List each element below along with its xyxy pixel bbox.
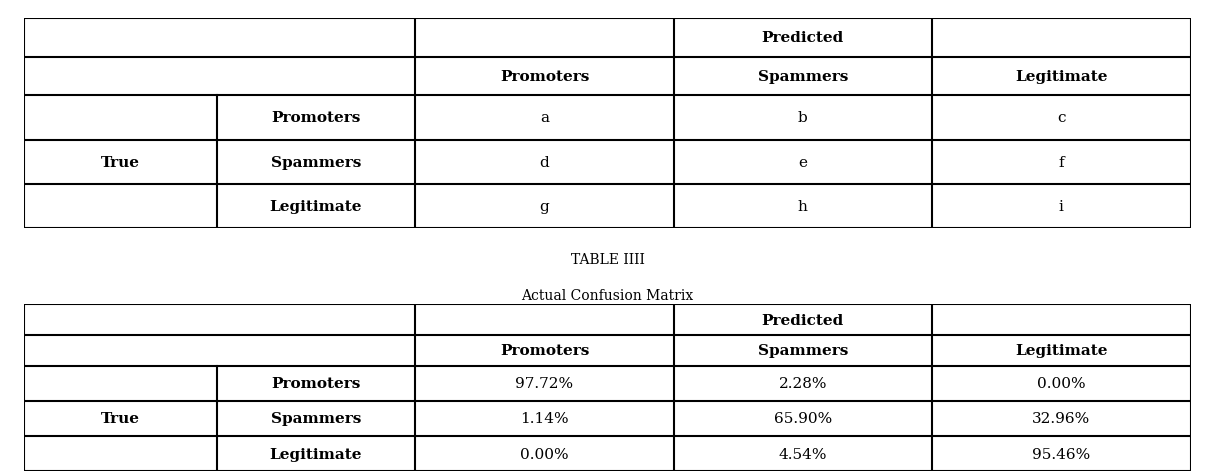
Text: 95.46%: 95.46% bbox=[1032, 446, 1090, 461]
Text: f: f bbox=[1058, 155, 1064, 169]
Text: d: d bbox=[539, 155, 549, 169]
Text: Predicted: Predicted bbox=[762, 313, 844, 327]
Text: a: a bbox=[539, 111, 549, 125]
Text: Promoters: Promoters bbox=[499, 344, 589, 357]
Text: 65.90%: 65.90% bbox=[774, 412, 832, 426]
Text: 32.96%: 32.96% bbox=[1032, 412, 1090, 426]
Text: Legitimate: Legitimate bbox=[1015, 344, 1108, 357]
Text: 97.72%: 97.72% bbox=[515, 377, 573, 390]
Text: True: True bbox=[101, 155, 140, 169]
Text: Actual Confusion Matrix: Actual Confusion Matrix bbox=[521, 288, 694, 302]
Text: e: e bbox=[798, 155, 808, 169]
Text: b: b bbox=[798, 111, 808, 125]
Text: c: c bbox=[1057, 111, 1066, 125]
Text: Legitimate: Legitimate bbox=[1015, 70, 1108, 84]
Text: TABLE IIII: TABLE IIII bbox=[571, 252, 644, 266]
Text: Legitimate: Legitimate bbox=[270, 199, 362, 213]
Text: Predicted: Predicted bbox=[762, 31, 844, 45]
Text: 0.00%: 0.00% bbox=[1036, 377, 1085, 390]
Text: Promoters: Promoters bbox=[271, 111, 361, 125]
Text: 4.54%: 4.54% bbox=[779, 446, 827, 461]
Text: Spammers: Spammers bbox=[271, 412, 361, 426]
Text: Legitimate: Legitimate bbox=[270, 446, 362, 461]
Text: i: i bbox=[1058, 199, 1063, 213]
Text: 1.14%: 1.14% bbox=[520, 412, 569, 426]
Text: True: True bbox=[101, 412, 140, 426]
Text: 2.28%: 2.28% bbox=[779, 377, 827, 390]
Text: Spammers: Spammers bbox=[758, 344, 848, 357]
Text: h: h bbox=[798, 199, 808, 213]
Text: Spammers: Spammers bbox=[271, 155, 361, 169]
Text: 0.00%: 0.00% bbox=[520, 446, 569, 461]
Text: Promoters: Promoters bbox=[271, 377, 361, 390]
Text: Promoters: Promoters bbox=[499, 70, 589, 84]
Text: Spammers: Spammers bbox=[758, 70, 848, 84]
Text: g: g bbox=[539, 199, 549, 213]
